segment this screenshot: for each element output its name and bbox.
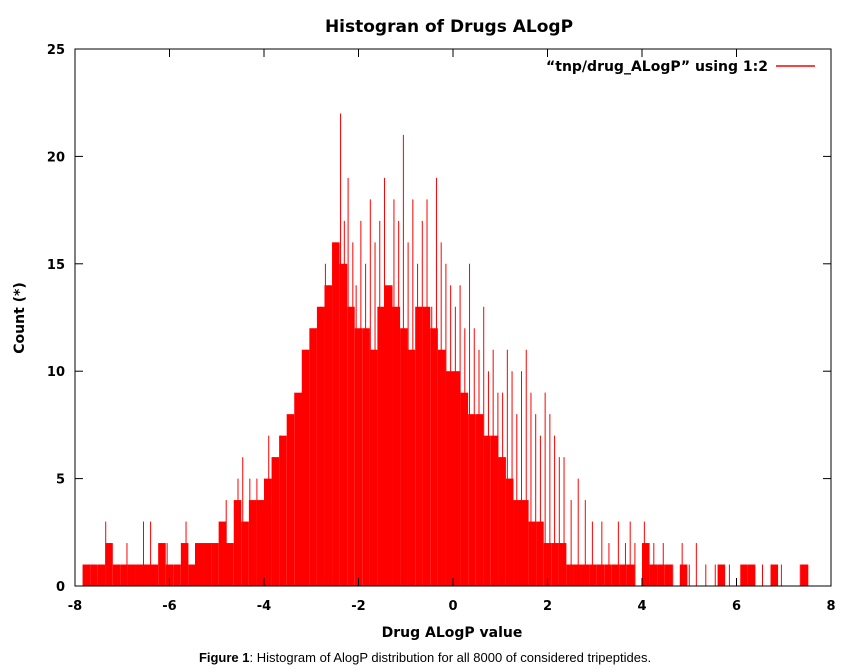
x-tick-label: 2 [543, 599, 552, 614]
histogram-bar [528, 521, 537, 586]
histogram-bar [619, 564, 627, 586]
histogram-bar [279, 435, 287, 586]
histogram-bar [218, 521, 227, 586]
histogram-bar [143, 564, 151, 586]
histogram-bar [271, 457, 280, 586]
x-tick-label: -8 [68, 599, 82, 614]
histogram-bar [740, 564, 748, 586]
histogram-bar [490, 435, 499, 586]
figure-caption: Figure 1: Histogram of AlogP distributio… [0, 650, 850, 665]
x-tick-label: -2 [351, 599, 365, 614]
histogram-bar [483, 435, 491, 586]
histogram-bar [717, 564, 726, 586]
y-axis-ticks: 0 5 10 15 20 25 [47, 43, 831, 595]
histogram-bar [468, 414, 476, 586]
y-tick-label: 5 [56, 473, 65, 488]
histogram-bar [347, 306, 355, 586]
histogram-bar [127, 564, 136, 586]
histogram-bar [407, 349, 416, 586]
histogram-bar [264, 478, 272, 586]
figure-label: Figure 1 [198, 650, 250, 665]
histogram-bar [642, 543, 650, 586]
x-tick-label: 6 [732, 599, 741, 614]
histogram-bar [324, 285, 333, 586]
histogram-bar [226, 543, 234, 586]
y-tick-label: 15 [47, 258, 65, 273]
histogram-bar [354, 328, 363, 586]
histogram-bar [180, 543, 189, 586]
histogram-bar [679, 564, 688, 586]
y-tick-label: 0 [56, 580, 65, 595]
x-tick-label: -4 [257, 599, 271, 614]
histogram-bar [120, 564, 128, 586]
histogram-bar [158, 543, 166, 586]
histogram-bar [747, 564, 756, 586]
histogram-bar [430, 328, 438, 586]
y-tick-label: 25 [47, 43, 65, 58]
histogram-bar [339, 263, 348, 586]
histogram-bar [203, 543, 212, 586]
histogram-bar [596, 564, 605, 586]
x-tick-label: 0 [448, 599, 457, 614]
x-tick-label: 4 [637, 599, 646, 614]
histogram-bar [195, 543, 204, 586]
histogram-bar [445, 371, 453, 586]
histogram-bar [521, 500, 529, 586]
histogram-bar [543, 543, 552, 586]
histogram-bar [657, 564, 665, 586]
histogram-bar [286, 414, 295, 586]
y-tick-label: 20 [47, 150, 65, 165]
histogram-bar [505, 478, 514, 586]
histogram-bar [173, 564, 181, 586]
histogram-chart: Histogran of Drugs ALogP -8 -6 -4 -2 0 2 4 6 8 0… [12, 17, 836, 641]
histogram-bar [770, 564, 779, 586]
histogram-bar [558, 543, 567, 586]
histogram-bar [369, 349, 378, 586]
histogram-bar [332, 242, 340, 586]
histogram-bar [453, 371, 461, 586]
histogram-bar [90, 564, 98, 586]
histogram-bar [188, 564, 196, 586]
x-tick-label: 8 [826, 599, 835, 614]
histogram-bar [165, 564, 174, 586]
figure-caption-text: : Histogram of AlogP distribution for al… [249, 650, 652, 665]
histogram-bar [309, 328, 317, 586]
chart-title: Histogran of Drugs ALogP [325, 17, 573, 37]
histogram-bar [112, 564, 121, 586]
histogram-bar [566, 564, 574, 586]
histogram-bar [604, 564, 612, 586]
histogram-bar [377, 306, 385, 586]
x-axis-ticks: -8 -6 -4 -2 0 2 4 6 8 [68, 49, 836, 614]
histogram-bar [611, 564, 620, 586]
histogram-bar [392, 306, 401, 586]
histogram-bar [294, 392, 302, 586]
histogram-bar [82, 564, 91, 586]
histogram-bar [301, 349, 310, 586]
histogram-bar [256, 500, 264, 586]
histogram-bar [97, 564, 106, 586]
y-axis-label: Count (*) [12, 282, 28, 354]
histogram-bar [211, 543, 219, 586]
histogram-bar [248, 500, 257, 586]
y-tick-label: 10 [47, 365, 65, 380]
legend-label: “tnp/drug_ALogP” using 1:2 [546, 59, 768, 75]
histogram-spikes [88, 113, 806, 586]
histogram-bar [105, 543, 113, 586]
legend: “tnp/drug_ALogP” using 1:2 [546, 59, 815, 75]
histogram-bar [150, 564, 159, 586]
histogram-bar [415, 306, 423, 586]
x-axis-label: Drug ALogP value [382, 625, 523, 641]
histogram-bar [241, 521, 249, 586]
x-tick-label: -6 [162, 599, 176, 614]
histogram-bar [135, 564, 144, 586]
